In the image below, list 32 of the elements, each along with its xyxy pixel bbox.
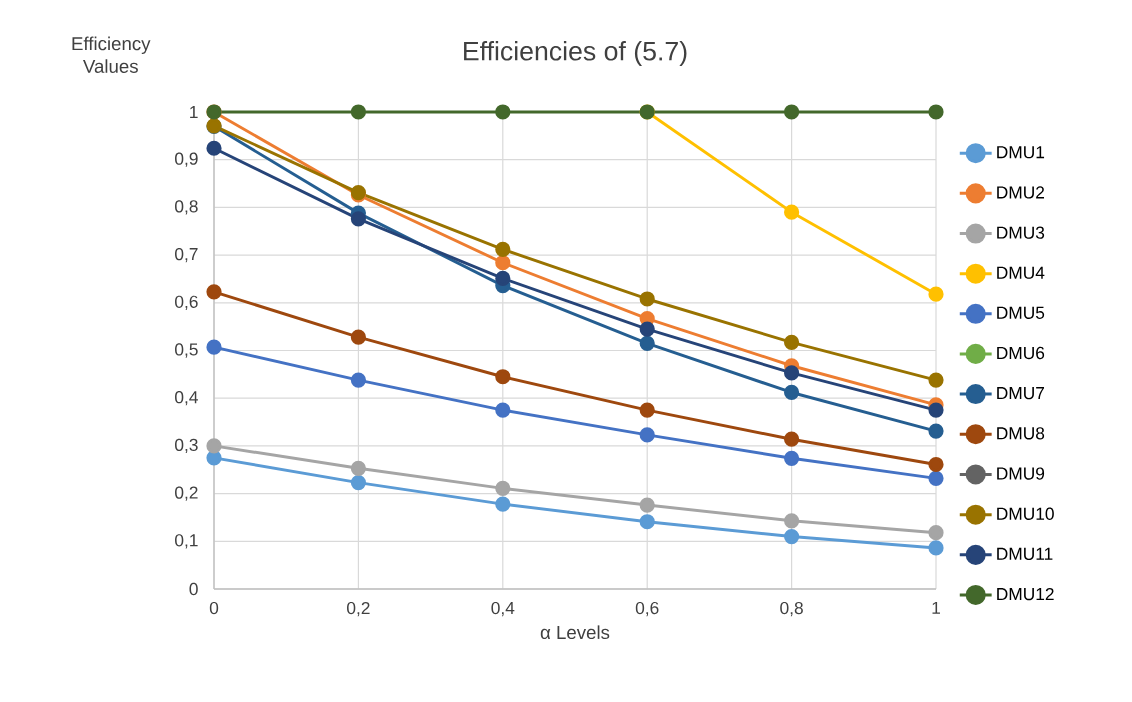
y-tick-label: 1 <box>190 106 198 118</box>
legend-label: DMU6 <box>997 346 1045 360</box>
chart-title: Efficiencies of (5.7) <box>464 41 687 66</box>
y-tick-label: 0,4 <box>175 391 198 406</box>
y-tick-label: 0,3 <box>175 438 198 454</box>
legend-label: DMU4 <box>997 266 1045 279</box>
legend-label: DMU8 <box>997 427 1045 440</box>
x-tick-label: 0 <box>209 601 219 615</box>
legend-label: DMU7 <box>997 387 1045 400</box>
x-axis-title: α Levels <box>540 625 610 640</box>
y-tick-label: 0,8 <box>175 200 198 215</box>
x-tick-label: 1 <box>932 601 940 614</box>
legend-label: DMU1 <box>997 146 1045 159</box>
y-axis-title: Efficiency Values <box>72 36 151 73</box>
x-tick-label: 0,4 <box>491 601 515 617</box>
y-tick-label: 0,2 <box>175 486 198 501</box>
legend-label: DMU9 <box>997 467 1045 480</box>
legend-label: DMU10 <box>997 507 1054 520</box>
y-tick-label: 0,7 <box>175 247 198 263</box>
x-tick-label: 0,8 <box>780 601 803 617</box>
y-tick-label: 0,9 <box>175 152 198 167</box>
legend-label: DMU5 <box>997 306 1045 319</box>
legend-label: DMU2 <box>997 186 1045 199</box>
y-tick-label: 0,6 <box>175 295 198 310</box>
legend-label: DMU3 <box>997 226 1045 239</box>
y-tick-label: 0,5 <box>175 343 198 358</box>
y-tick-label: 0 <box>189 582 198 596</box>
x-tick-label: 0,6 <box>635 601 659 617</box>
x-tick-label: 0,2 <box>347 601 370 617</box>
legend-label: DMU11 <box>997 547 1053 560</box>
y-tick-label: 0,1 <box>175 534 198 549</box>
legend-label: DMU12 <box>997 587 1054 601</box>
